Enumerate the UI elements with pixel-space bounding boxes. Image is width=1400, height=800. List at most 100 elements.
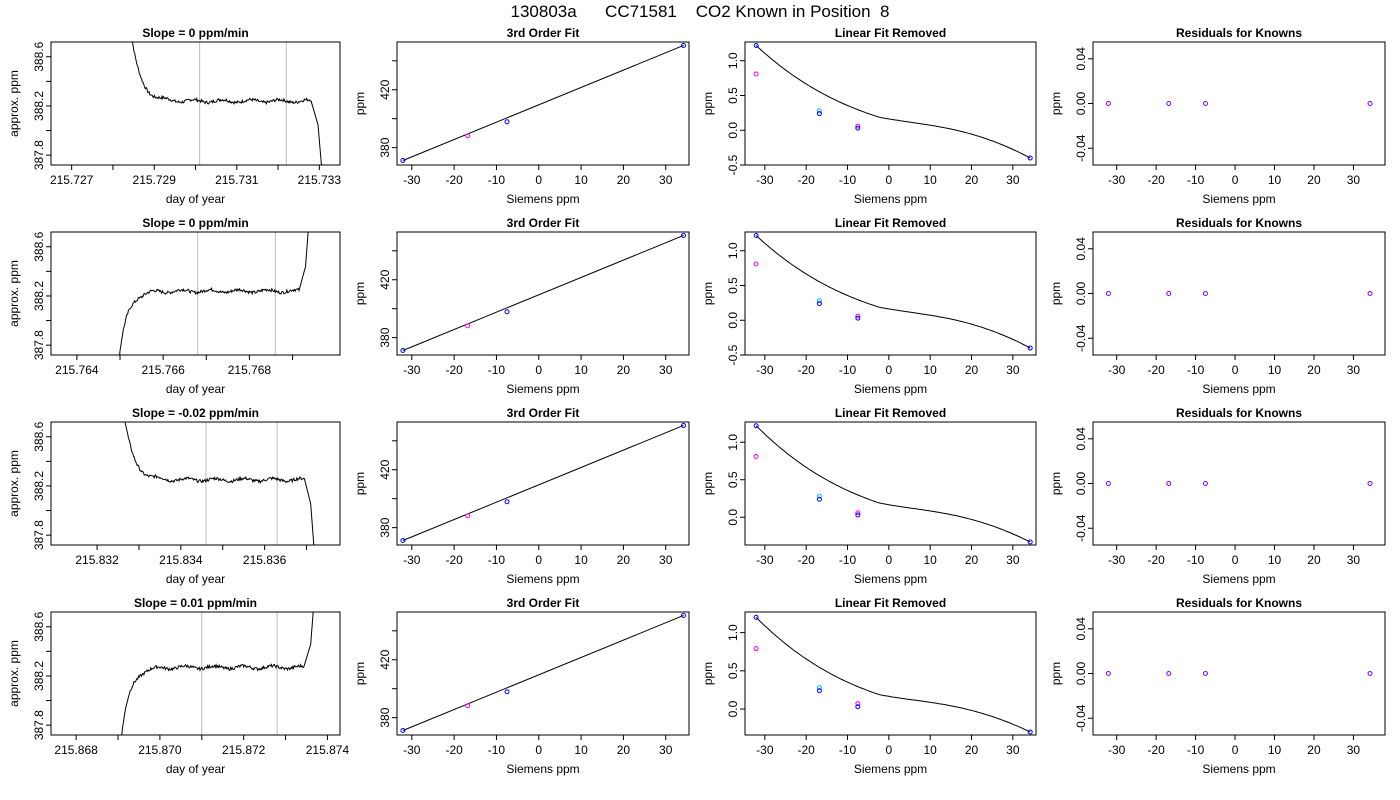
x-tick-label: -20 xyxy=(1147,743,1165,757)
x-tick-label: -30 xyxy=(756,743,774,757)
y-axis-label: ppm xyxy=(701,92,715,115)
fit-line xyxy=(402,615,684,731)
panel-2-1: Slope = 0 ppm/min 215.764 215.766 215.768 38… xyxy=(7,216,341,396)
data-point xyxy=(504,689,510,695)
panel-data xyxy=(131,42,322,165)
x-tick-label: -10 xyxy=(488,173,506,187)
data-point xyxy=(504,499,510,505)
x-tick-label: 0 xyxy=(886,173,893,187)
y-tick-label: 0.00 xyxy=(1074,471,1088,495)
x-tick-label: 215.836 xyxy=(243,553,287,567)
x-tick-label: 20 xyxy=(1307,363,1321,377)
x-tick-label: 215.729 xyxy=(133,173,177,187)
y-axis-label: approx. ppm xyxy=(7,640,21,707)
x-tick-label: 30 xyxy=(659,173,673,187)
fit-line xyxy=(402,235,684,351)
x-tick-label: 215.832 xyxy=(75,553,119,567)
x-tick-label: -30 xyxy=(403,173,421,187)
panel-title: Slope = 0 ppm/min xyxy=(142,26,248,40)
x-tick-label: 215.731 xyxy=(215,173,259,187)
y-tick-label: 380 xyxy=(378,137,392,157)
data-point xyxy=(465,133,471,139)
plot-frame xyxy=(50,41,341,166)
x-tick-label: 20 xyxy=(1307,553,1321,567)
y-tick-label: 0.04 xyxy=(1074,427,1088,451)
data-point xyxy=(680,422,686,428)
data-point xyxy=(1367,671,1373,676)
plot-frame xyxy=(744,231,1037,356)
x-axis-label: Siemens ppm xyxy=(506,572,579,586)
panel-2-2: 3rd Order Fit -30 -20 -10 0 10 20 30 380 420 Sieme… xyxy=(353,216,690,396)
panel-data xyxy=(1105,671,1373,676)
y-tick-label: 387.8 xyxy=(32,710,46,740)
x-axis-label: Siemens ppm xyxy=(1202,192,1275,206)
x-axis-label: Siemens ppm xyxy=(506,382,579,396)
data-point xyxy=(1166,481,1172,486)
x-tick-label: 0 xyxy=(886,553,893,567)
panel-title: 3rd Order Fit xyxy=(507,406,580,420)
y-axis-label: ppm xyxy=(1049,662,1063,685)
panel-title: Slope = -0.02 ppm/min xyxy=(132,406,259,420)
panel-title: Slope = 0 ppm/min xyxy=(142,216,248,230)
x-axis-label: Siemens ppm xyxy=(506,192,579,206)
data-point xyxy=(816,298,822,304)
y-tick-label: 0.00 xyxy=(1074,281,1088,305)
y-axis-label: ppm xyxy=(701,282,715,305)
panel-1-1: Slope = 0 ppm/min 215.727 215.729 215.731 21… xyxy=(7,26,341,206)
data-point xyxy=(465,323,471,329)
panel-4-1: Slope = 0.01 ppm/min 215.868 215.870 215.87… xyxy=(7,596,350,776)
x-tick-label: 30 xyxy=(1006,173,1020,187)
x-tick-label: 215.874 xyxy=(306,743,350,757)
x-tick-label: 0 xyxy=(1232,173,1239,187)
x-axis-label: Siemens ppm xyxy=(854,762,927,776)
x-tick-label: 20 xyxy=(1307,173,1321,187)
panel-title: Residuals for Knowns xyxy=(1176,596,1302,610)
x-axis-label: Siemens ppm xyxy=(1202,382,1275,396)
data-point xyxy=(1202,481,1208,486)
data-point xyxy=(504,309,510,315)
y-tick-label: 1.0 xyxy=(726,624,740,641)
plot-frame xyxy=(1092,41,1386,166)
x-tick-label: 215.834 xyxy=(159,553,203,567)
data-point xyxy=(855,315,861,321)
x-tick-label: -20 xyxy=(1147,363,1165,377)
y-tick-label: -0.5 xyxy=(726,154,740,175)
x-tick-label: -10 xyxy=(488,553,506,567)
plot-frame xyxy=(1092,231,1386,356)
data-point xyxy=(816,685,822,691)
x-tick-label: -10 xyxy=(488,743,506,757)
x-tick-label: -10 xyxy=(839,363,857,377)
data-point xyxy=(855,510,861,516)
y-tick-label: 387.8 xyxy=(32,140,46,170)
plot-frame xyxy=(1092,611,1386,736)
y-axis-label: ppm xyxy=(353,92,367,115)
data-point xyxy=(816,493,822,499)
panel-2-3: Linear Fit Removed -30 -20 -10 0 10 20 30 -0.5 0.… xyxy=(701,216,1037,396)
y-tick-label: -0.04 xyxy=(1074,514,1088,542)
x-tick-label: -20 xyxy=(445,553,463,567)
x-axis-label: Siemens ppm xyxy=(854,382,927,396)
data-point xyxy=(855,701,861,707)
plot-frame xyxy=(396,421,690,546)
plot-frame xyxy=(1092,421,1386,546)
data-point xyxy=(680,42,686,48)
y-tick-label: -0.5 xyxy=(726,344,740,365)
x-tick-label: 215.870 xyxy=(138,743,182,757)
y-tick-label: 0.04 xyxy=(1074,237,1088,261)
page-title: 130803a CC71581 CO2 Known in Position 8 xyxy=(510,2,890,21)
y-axis-label: approx. ppm xyxy=(7,70,21,137)
x-tick-label: 30 xyxy=(1347,553,1361,567)
x-tick-label: 20 xyxy=(965,173,979,187)
x-tick-label: 0 xyxy=(535,173,542,187)
x-tick-label: 215.768 xyxy=(228,363,272,377)
panel-title: Linear Fit Removed xyxy=(835,216,946,230)
x-tick-label: 0 xyxy=(886,743,893,757)
y-axis-label: ppm xyxy=(1049,92,1063,115)
data-point xyxy=(1367,481,1373,486)
panel-title: Linear Fit Removed xyxy=(835,406,946,420)
y-axis-label: approx. ppm xyxy=(7,260,21,327)
plot-frame xyxy=(396,611,690,736)
data-point xyxy=(1367,291,1373,296)
